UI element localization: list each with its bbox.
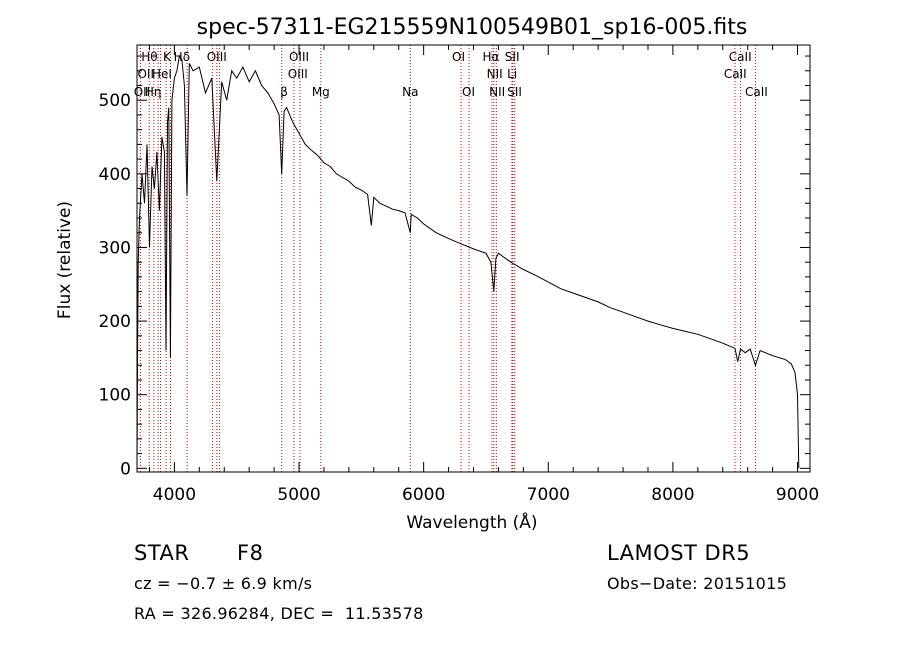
line-label: Hη (145, 85, 162, 99)
line-label: CaII (729, 50, 752, 64)
redshift-velocity: cz = −0.7 ± 6.9 km/s (134, 574, 313, 593)
line-label: OII (134, 85, 151, 99)
line-label: NII (489, 85, 505, 99)
y-axis-label: Flux (relative) (55, 201, 75, 319)
survey-name: LAMOST DR5 (607, 541, 751, 565)
x-tick-label: 8000 (651, 485, 694, 505)
line-label: SII (507, 85, 522, 99)
emission-line-markers (139, 45, 756, 472)
y-tick-label: 300 (99, 238, 131, 258)
y-tick-label: 500 (99, 91, 131, 111)
spectrum-line (136, 54, 800, 469)
line-label: OIII (289, 50, 309, 64)
y-tick-label: 100 (99, 386, 131, 406)
sky-coordinates: RA = 326.96284, DEC = 11.53578 (134, 604, 424, 623)
line-label: OI (452, 50, 465, 64)
line-label: CaII (745, 85, 768, 99)
line-label: NII (487, 67, 503, 81)
line-label: Hθ (141, 50, 157, 64)
line-label: OI (462, 85, 475, 99)
x-tick-label: 9000 (776, 485, 819, 505)
chart-title: spec-57311-EG215559N100549B01_sp16-005.f… (197, 15, 748, 40)
x-tick-label: 4000 (153, 485, 196, 505)
object-class: STAR (134, 541, 190, 565)
y-tick-label: 0 (120, 459, 131, 479)
line-label: SII (505, 50, 520, 64)
line-label: Mg (312, 85, 330, 99)
line-label: CaII (724, 67, 747, 81)
observation-date: Obs−Date: 20151015 (607, 574, 788, 593)
spectral-subclass: F8 (237, 541, 264, 565)
line-label: Li (507, 67, 517, 81)
line-label: Hα (482, 50, 499, 64)
y-tick-label: 400 (99, 165, 131, 185)
y-axis-ticks: 0 100 200 300 400 500 (99, 55, 810, 479)
line-label: β (280, 85, 288, 99)
x-tick-label: 7000 (527, 485, 570, 505)
x-axis-ticks: 4000 5000 6000 7000 8000 9000 (148, 45, 819, 505)
line-label: OIII (288, 67, 308, 81)
line-label: K (163, 50, 172, 64)
line-label: HeI (152, 67, 172, 81)
line-label: OIII (207, 50, 227, 64)
x-tick-label: 6000 (402, 485, 445, 505)
x-axis-label: Wavelength (Å) (406, 511, 537, 533)
line-label: Hδ (174, 50, 190, 64)
x-tick-label: 5000 (277, 485, 320, 505)
line-label: Na (402, 85, 418, 99)
plot-frame (136, 44, 811, 473)
y-tick-label: 200 (99, 312, 131, 332)
